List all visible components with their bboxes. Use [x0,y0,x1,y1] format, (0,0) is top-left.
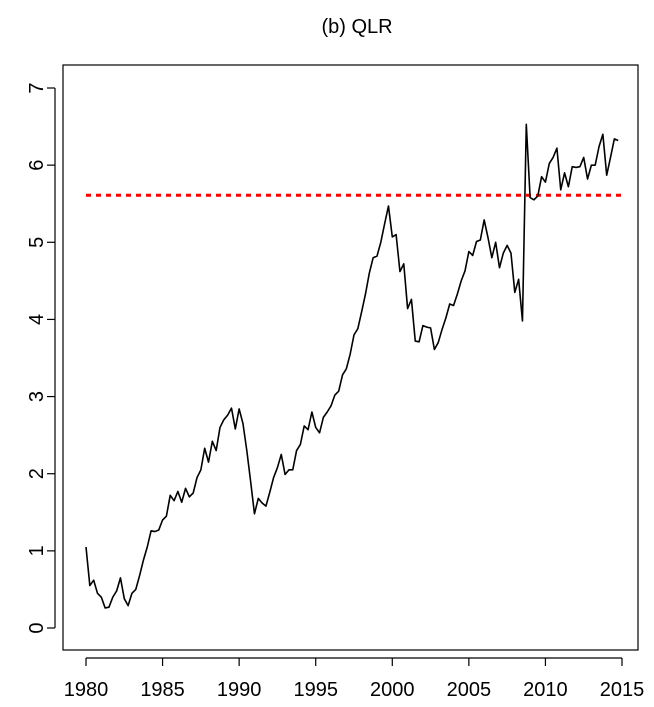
plot-marks [85,123,622,609]
chart-title: (b) QLR [321,16,392,38]
y-tick-label: 5 [26,237,48,248]
x-tick-label: 1990 [217,679,262,701]
x-tick-label: 1985 [140,679,185,701]
qlr-series-line [85,123,619,609]
y-tick-label: 1 [26,545,48,556]
y-tick-label: 6 [26,160,48,171]
x-tick-label: 2010 [523,679,568,701]
y-tick-label: 3 [26,391,48,402]
y-tick-label: 7 [26,82,48,93]
x-tick-label: 2005 [447,679,492,701]
x-tick-label: 1980 [64,679,109,701]
y-tick-label: 4 [26,314,48,325]
y-tick-label: 2 [26,468,48,479]
y-tick-label: 0 [26,622,48,633]
x-tick-label: 2000 [370,679,415,701]
y-axis: 0 1 2 3 4 5 6 7 [26,82,56,634]
x-axis: 1980 1985 1990 1995 2000 2005 2010 2015 [64,657,645,701]
x-tick-label: 2015 [600,679,645,701]
plot-area-frame [62,64,639,651]
x-tick-label: 1995 [293,679,338,701]
